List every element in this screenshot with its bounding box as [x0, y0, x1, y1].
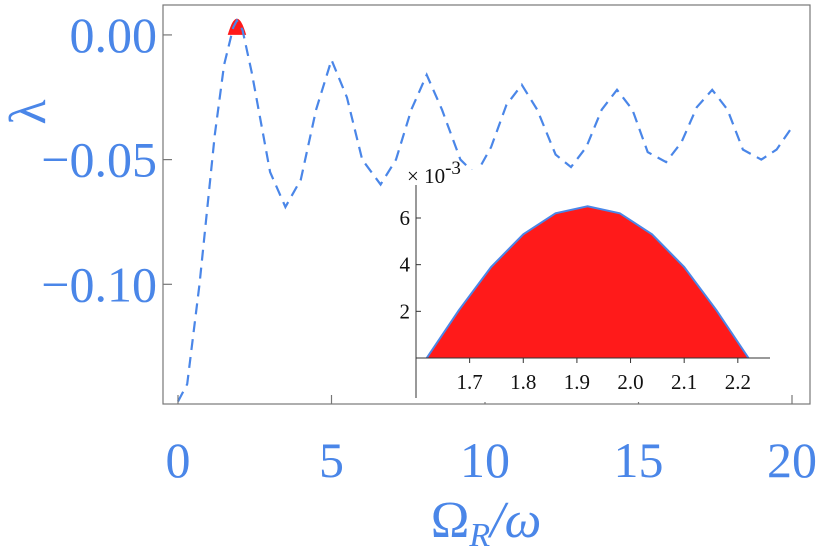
inset-y-multiplier: × 10-3 [407, 158, 461, 188]
inset-area-edge [425, 205, 750, 359]
inset-x-tick-label: 2.1 [671, 370, 697, 394]
x-axis-label-symbol: Ω [431, 492, 470, 549]
inset-area-fill [426, 206, 749, 358]
x-tick-label: 20 [767, 432, 817, 488]
inset-x-tick-label: 2.2 [725, 370, 751, 394]
inset-x-tick-label: 2.0 [617, 370, 643, 394]
main-plot-frame [162, 4, 811, 405]
x-tick-label: 0 [166, 432, 191, 488]
inset-y-tick-label: 6 [400, 206, 411, 230]
inset-x-tick-label: 1.7 [457, 370, 483, 394]
y-tick-label: −0.05 [41, 132, 157, 188]
y-axis-label: λ [0, 99, 57, 124]
x-axis-label-subscript: R [468, 517, 490, 550]
x-axis-label: ΩR/ω [431, 492, 542, 550]
main-positive-region [227, 18, 247, 35]
y-tick-label: 0.00 [70, 7, 158, 63]
inset-y-tick-label: 2 [400, 299, 411, 323]
x-tick-label: 5 [319, 432, 344, 488]
inset-y-multiplier-base: × 10 [407, 164, 445, 188]
x-axis-label-rest: /ω [487, 492, 541, 549]
inset-x-tick-label: 1.8 [510, 370, 536, 394]
x-tick-label: 15 [614, 432, 664, 488]
main-series-line [177, 18, 793, 403]
y-tick-label: −0.10 [41, 256, 157, 312]
inset-y-tick-label: 4 [400, 253, 411, 277]
x-tick-label: 10 [460, 432, 510, 488]
inset-x-tick-label: 1.9 [564, 370, 590, 394]
inset-y-multiplier-exponent: -3 [445, 158, 461, 179]
